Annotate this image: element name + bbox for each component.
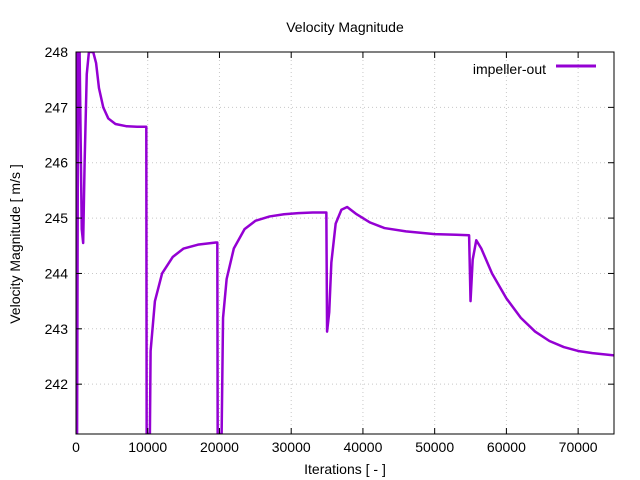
x-axis-title: Iterations [ - ] <box>304 461 386 477</box>
y-tick-label: 246 <box>45 155 69 171</box>
x-tick-label: 60000 <box>487 439 526 455</box>
y-tick-label: 248 <box>45 44 69 60</box>
x-tick-label: 20000 <box>200 439 239 455</box>
x-tick-label: 0 <box>72 439 80 455</box>
chart-title: Velocity Magnitude <box>286 19 404 35</box>
x-tick-label: 30000 <box>272 439 311 455</box>
series-layer <box>76 52 614 434</box>
y-axis-title: Velocity Magnitude [ m/s ] <box>7 164 23 324</box>
x-tick-label: 50000 <box>415 439 454 455</box>
legend: impeller-out <box>473 61 596 77</box>
y-tick-label: 242 <box>45 376 69 392</box>
legend-label: impeller-out <box>473 61 546 77</box>
x-tick-label: 40000 <box>343 439 382 455</box>
y-tick-label: 245 <box>45 210 69 226</box>
ticks <box>75 51 614 434</box>
grid <box>75 51 614 434</box>
plot-frame <box>75 51 615 435</box>
series-line-impeller-out <box>76 52 614 434</box>
x-tick-label: 70000 <box>559 439 598 455</box>
y-tick-label: 244 <box>45 265 69 281</box>
tick-labels: 0 10000 20000 30000 40000 50000 60000 70000 242 2… <box>45 44 598 455</box>
y-tick-label: 243 <box>45 321 69 337</box>
y-tick-label: 247 <box>45 99 69 115</box>
x-tick-label: 10000 <box>128 439 167 455</box>
